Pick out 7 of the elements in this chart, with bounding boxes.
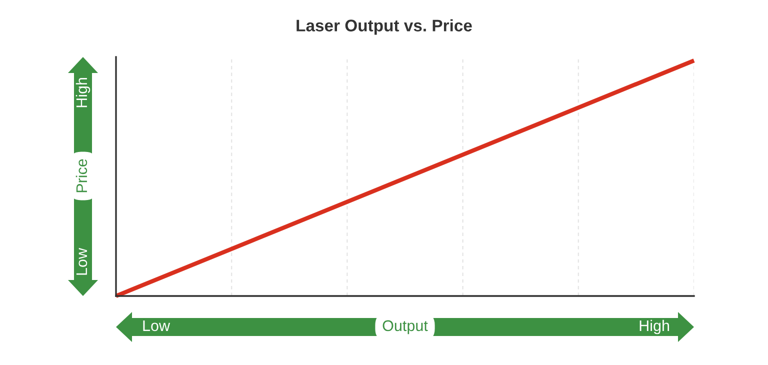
- annotation: High: [76, 78, 90, 108]
- chart-title: Laser Output vs. Price: [296, 19, 472, 35]
- x-axis-title: Output: [382, 320, 428, 334]
- text: High: [640, 320, 670, 334]
- text: Low: [143, 320, 170, 332]
- y-axis-title: Price: [76, 159, 88, 192]
- annotation: Low: [76, 248, 88, 275]
